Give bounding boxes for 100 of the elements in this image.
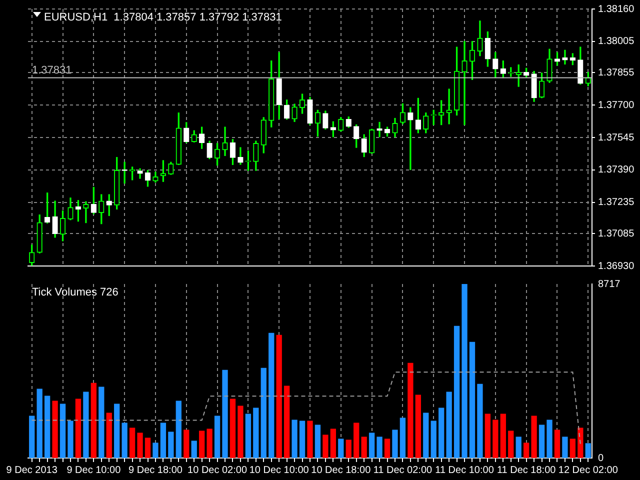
bar (462, 284, 468, 458)
bar (230, 398, 236, 458)
x-tick-label: 9 Dec 2013 (6, 464, 58, 476)
bar (361, 436, 367, 458)
y-tick-label: 1.38005 (598, 36, 635, 48)
bar (44, 396, 50, 458)
bar (114, 404, 120, 458)
bar (268, 332, 274, 458)
candlestick (222, 126, 228, 156)
bar (376, 436, 382, 458)
bar (469, 342, 476, 458)
bar (184, 430, 190, 458)
bar (245, 414, 252, 458)
y-tick-label: 1.37235 (598, 197, 635, 208)
candlestick (562, 50, 568, 64)
candlestick (408, 107, 414, 170)
x-tick-label: 10 Dec 18:00 (311, 464, 372, 476)
bar (516, 436, 522, 458)
candlestick (83, 201, 89, 224)
bar (368, 432, 375, 458)
x-tick-label: 10 Dec 10:00 (249, 464, 310, 476)
bar (415, 394, 421, 458)
bar (160, 422, 166, 458)
bar (570, 438, 576, 458)
y-tick-label: 1.37390 (598, 164, 635, 176)
bar (562, 436, 568, 458)
bar (554, 430, 560, 458)
x-tick-label: 10 Dec 02:00 (188, 464, 248, 476)
bar (36, 388, 42, 458)
bar (106, 412, 112, 458)
bar (330, 428, 336, 458)
bar (392, 430, 398, 458)
bar (384, 438, 390, 458)
bar (206, 428, 212, 458)
bar (408, 362, 414, 458)
bar (68, 420, 74, 458)
bar (538, 424, 545, 458)
y-tick-label: 1.37700 (598, 100, 635, 111)
bar (307, 420, 313, 458)
candlestick (462, 41, 468, 126)
bar (191, 440, 197, 458)
bar (168, 432, 174, 458)
bar (60, 404, 66, 458)
bar (276, 334, 282, 458)
bar (137, 432, 143, 458)
ref-line-label: 1.37831 (32, 64, 72, 76)
bar (322, 434, 328, 458)
bar (98, 386, 104, 458)
bar (214, 416, 220, 458)
bar (176, 400, 182, 458)
bar (578, 428, 584, 458)
bar (346, 440, 352, 458)
bar (299, 420, 306, 458)
bar (430, 420, 436, 458)
y-tick-label: 1.37855 (598, 67, 635, 78)
chart-title: Tick Volumes 726 (32, 286, 118, 299)
chart-title: EURUSD,H1 1.37804 1.37857 1.37792 1.37831 (44, 12, 282, 24)
bar (260, 368, 266, 458)
bar (585, 443, 591, 458)
y-tick-label: 1.36930 (598, 260, 635, 272)
bar (423, 412, 429, 458)
line-series (31, 372, 581, 445)
x-tick-label: 11 Dec 18:00 (496, 464, 556, 476)
y-tick-label: 0 (598, 452, 604, 464)
y-tick-label: 1.37545 (598, 132, 635, 144)
bar (314, 424, 321, 458)
bar (122, 422, 128, 458)
bar (199, 430, 205, 458)
bar (238, 406, 244, 458)
bar (454, 326, 460, 458)
x-tick-label: 9 Dec 18:00 (128, 464, 183, 476)
x-tick-label: 9 Dec 10:00 (66, 464, 122, 476)
bar (338, 438, 344, 458)
bar (29, 416, 35, 458)
y-tick-label: 1.37085 (598, 228, 635, 240)
bar (400, 418, 406, 458)
x-tick-label: 11 Dec 10:00 (435, 464, 494, 476)
bar (90, 382, 96, 458)
bar (500, 414, 506, 458)
bar (477, 384, 483, 458)
candlestick (376, 122, 382, 138)
bar (484, 414, 491, 458)
bar (222, 370, 228, 458)
bar (284, 386, 290, 458)
bar (438, 408, 444, 458)
bar (75, 398, 82, 458)
bar (52, 400, 58, 458)
bar (446, 392, 452, 458)
y-tick-label: 1.38160 (598, 4, 635, 15)
bar (508, 430, 514, 458)
bar (492, 420, 498, 458)
bar (129, 428, 136, 458)
bar (546, 420, 552, 458)
bar (292, 420, 298, 458)
y-tick-label: 8717 (598, 278, 621, 290)
bar (83, 392, 89, 458)
bar (354, 422, 360, 458)
x-tick-label: 12 Dec 02:00 (558, 464, 618, 476)
bar (531, 416, 537, 458)
bar (524, 442, 530, 458)
